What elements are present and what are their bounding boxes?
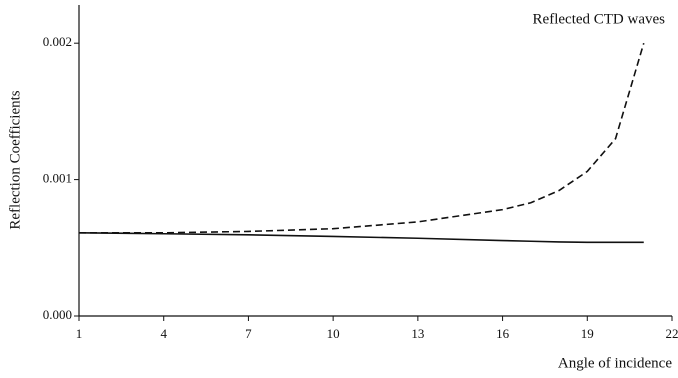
x-tick-label: 13: [411, 326, 424, 341]
x-tick-label: 10: [327, 326, 340, 341]
axes: [78, 5, 672, 317]
y-tick-label: 0.002: [43, 34, 72, 49]
y-tick-label: 0.001: [43, 171, 72, 186]
solid-line: [78, 231, 644, 244]
y-axis-label: Reflection Coefficients: [7, 90, 23, 229]
x-tick-label: 16: [496, 326, 510, 341]
x-tick-label: 19: [581, 326, 594, 341]
x-tick-label: 22: [666, 326, 678, 341]
x-axis-label: Angle of incidence: [558, 355, 672, 371]
y-tick-label: 0.000: [43, 307, 72, 322]
x-tick-label: 4: [160, 326, 167, 341]
x-tick-label: 1: [76, 326, 83, 341]
chart-title: Reflected CTD waves: [533, 11, 666, 27]
dashed-line: [79, 42, 645, 234]
x-tick-label: 7: [245, 326, 252, 341]
